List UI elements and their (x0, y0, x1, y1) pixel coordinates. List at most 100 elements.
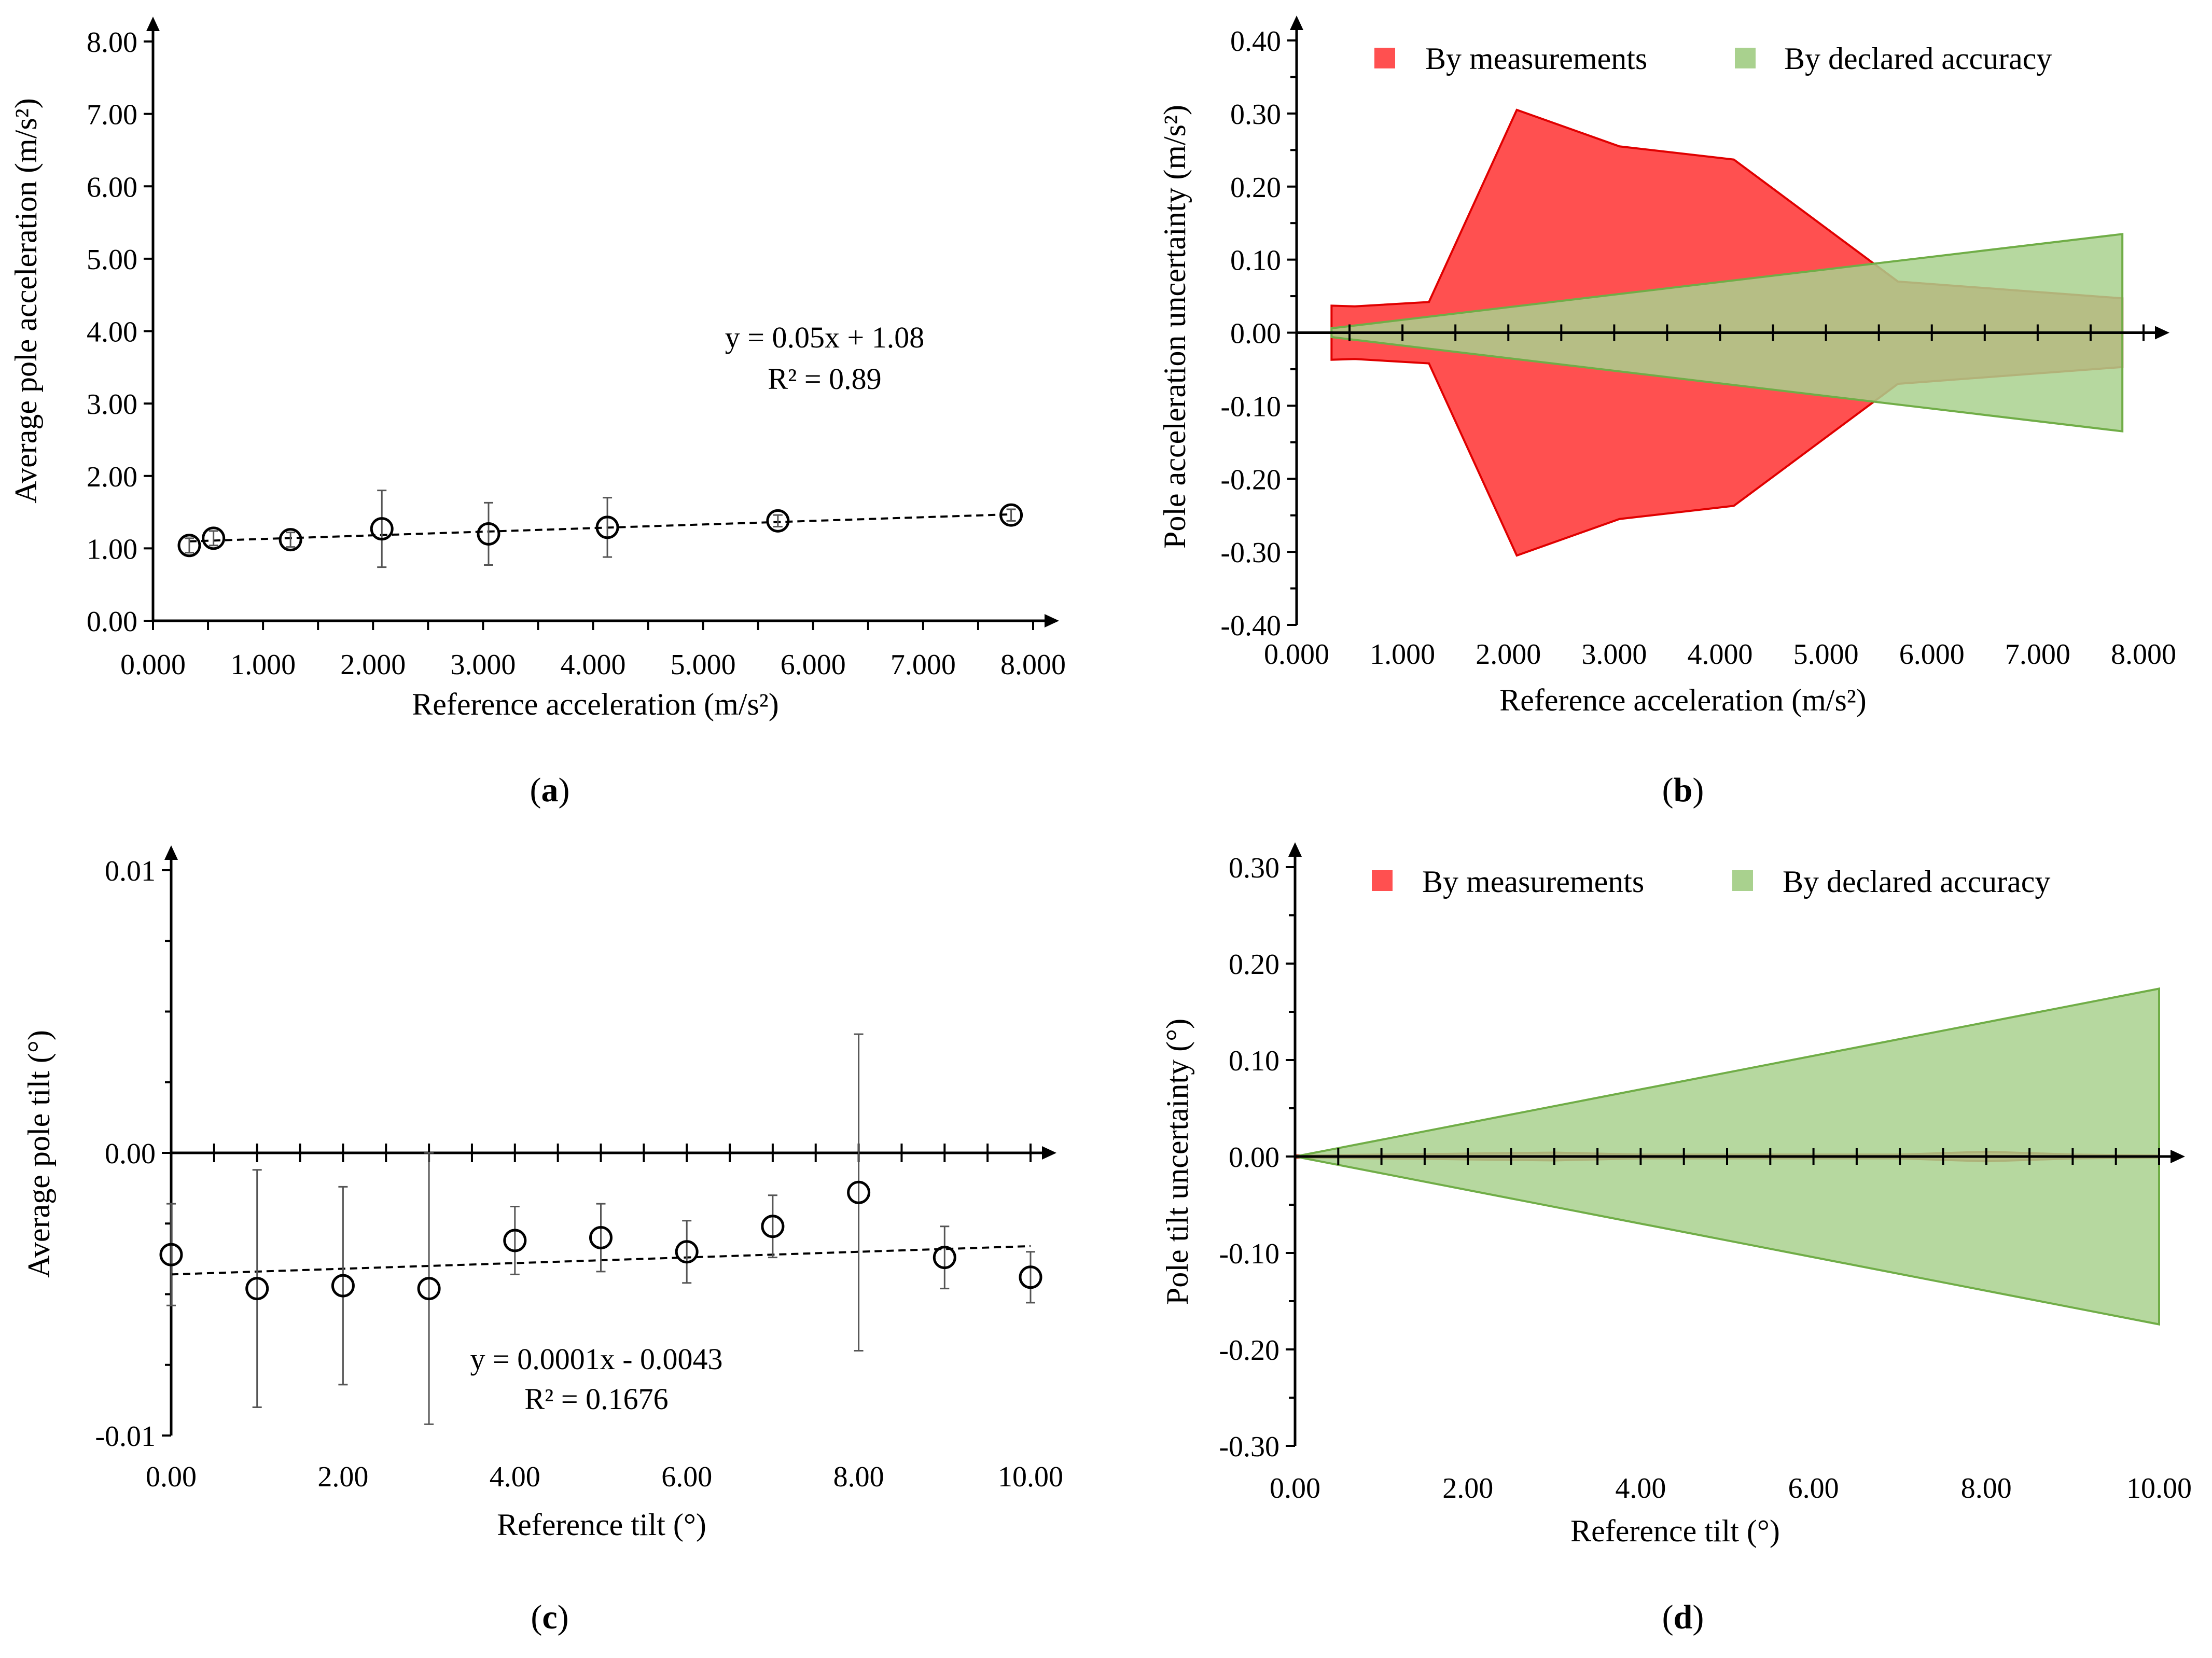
panel-d-legend-measured: By measurements (1422, 865, 1644, 899)
panel-a-equation: y = 0.05x + 1.08 (725, 321, 924, 354)
panel-b-y-tick-label: -0.40 (1220, 610, 1281, 642)
panel-a-y-tick-label: 1.00 (87, 533, 137, 565)
panel-c-x-tick-label: 0.00 (146, 1461, 197, 1493)
panel-c-data-point (761, 1215, 785, 1238)
panel-a-data-point (202, 526, 226, 550)
panel-a-data-point (766, 509, 790, 533)
panel-a-data-point (477, 522, 500, 546)
panel-a-y-tick-label: 7.00 (87, 99, 137, 131)
panel-a-y-tick-label: 0.00 (87, 606, 137, 638)
panel-b-y-tick-label: -0.10 (1220, 391, 1281, 423)
panel-b-y-tick-label: 0.40 (1230, 25, 1281, 58)
panel-a-data-point (177, 534, 201, 558)
panel-a-data-point (595, 515, 619, 539)
panel-a-data-point (999, 503, 1023, 527)
panel-c-data-point (933, 1246, 956, 1270)
panel-a-x-axis-arrow (1045, 614, 1059, 628)
panel-c-label: (c) (531, 1598, 568, 1636)
panel-c-data-point (331, 1274, 355, 1298)
panel-d-y-tick-label: -0.20 (1219, 1334, 1279, 1367)
panel-d-y-tick-label: 0.30 (1229, 852, 1279, 884)
panel-c-data-point (847, 1180, 871, 1204)
panel-a-xlabel: Reference acceleration (m/s²) (412, 687, 779, 721)
panel-b-x-tick-label: 0.000 (1264, 638, 1329, 671)
panel-b-xlabel: Reference acceleration (m/s²) (1499, 683, 1867, 717)
panel-d: Pole tilt uncertainty (°) Reference tilt… (1160, 842, 2192, 1636)
panel-d-x-tick-label: 2.00 (1442, 1472, 1493, 1504)
panel-b-y-axis-arrow (1290, 16, 1303, 30)
panel-b-x-tick-label: 1.000 (1370, 638, 1435, 671)
panel-c-y-tick-label: 0.00 (105, 1138, 156, 1170)
panel-b-y-tick-label: 0.30 (1230, 99, 1281, 131)
panel-b-y-tick-label: -0.20 (1220, 464, 1281, 496)
panel-d-y-tick-label: 0.20 (1229, 949, 1279, 981)
panel-b-y-tick-label: -0.30 (1220, 537, 1281, 569)
panel-a: Average pole acceleration (m/s²) Referen… (9, 17, 1066, 809)
panel-a-y-tick-label: 6.00 (87, 171, 137, 203)
panel-a-x-tick-label: 4.000 (561, 649, 626, 681)
panel-d-x-tick-label: 10.00 (2126, 1472, 2192, 1504)
panel-c-y-tick-label: -0.01 (95, 1420, 156, 1453)
panel-d-label: (d) (1662, 1598, 1704, 1636)
panel-d-y-tick-label: 0.10 (1229, 1045, 1279, 1077)
panel-a-trendline (189, 513, 1011, 542)
panel-d-x-tick-label: 8.00 (1961, 1472, 2012, 1504)
panel-b-y-tick-label: 0.20 (1230, 172, 1281, 204)
panel-b-x-tick-label: 6.000 (1899, 638, 1965, 671)
panel-a-label: (a) (530, 771, 570, 809)
panel-d-x-tick-label: 6.00 (1788, 1472, 1839, 1504)
panel-a-x-tick-label: 1.000 (230, 649, 296, 681)
panel-b-x-tick-label: 7.000 (2005, 638, 2070, 671)
panel-b: Pole acceleration uncertainty (m/s²) Ref… (1158, 16, 2176, 809)
panel-d-y-tick-label: -0.30 (1219, 1431, 1279, 1463)
panel-d-legend-declared: By declared accuracy (1783, 865, 2050, 899)
panel-b-x-tick-label: 5.000 (1793, 638, 1859, 671)
panel-c-data-point (503, 1229, 527, 1252)
panel-a-y-tick-label: 8.00 (87, 26, 137, 59)
panel-d-x-tick-label: 4.00 (1615, 1472, 1666, 1504)
panel-c-data-point (1019, 1265, 1042, 1289)
panel-c-x-tick-label: 10.00 (998, 1461, 1063, 1493)
panel-a-y-axis-arrow (146, 17, 160, 31)
panel-d-ylabel: Pole tilt uncertainty (°) (1160, 1019, 1194, 1305)
panel-c-data-point (589, 1226, 613, 1249)
panel-c-data-point (245, 1277, 269, 1301)
panel-d-legend-swatch-declared (1732, 870, 1753, 891)
panel-c-x-tick-label: 8.00 (833, 1461, 884, 1493)
panel-c-data-point (675, 1240, 699, 1264)
panel-b-x-tick-label: 8.000 (2111, 638, 2176, 671)
panel-b-x-tick-label: 4.000 (1688, 638, 1753, 671)
panel-a-x-tick-label: 2.000 (340, 649, 406, 681)
panel-b-ylabel: Pole acceleration uncertainty (m/s²) (1158, 105, 1192, 549)
panel-c-ylabel: Average pole tilt (°) (22, 1030, 56, 1278)
panel-d-x-axis-arrow (2171, 1150, 2185, 1163)
panel-b-x-tick-label: 2.000 (1476, 638, 1541, 671)
panel-c-r-squared: R² = 0.1676 (524, 1382, 668, 1416)
panel-c-y-tick-label: 0.01 (105, 855, 156, 887)
panel-a-x-tick-label: 6.000 (781, 649, 846, 681)
panel-c-x-tick-label: 6.00 (661, 1461, 712, 1493)
panel-d-y-tick-label: 0.00 (1229, 1141, 1279, 1174)
panel-d-x-tick-label: 0.00 (1270, 1472, 1320, 1504)
panel-c-x-axis-arrow (1042, 1146, 1056, 1160)
panel-a-y-tick-label: 4.00 (87, 316, 137, 349)
panel-a-y-tick-label: 3.00 (87, 388, 137, 421)
panel-a-x-tick-label: 8.000 (1000, 649, 1066, 681)
panel-c-y-axis-arrow (164, 845, 178, 860)
panel-c-xlabel: Reference tilt (°) (497, 1508, 706, 1542)
panel-d-xlabel: Reference tilt (°) (1570, 1514, 1780, 1548)
panel-b-legend-swatch-measured (1374, 48, 1395, 68)
panel-c-equation: y = 0.0001x - 0.0043 (470, 1342, 722, 1376)
panel-d-y-axis-arrow (1288, 842, 1302, 857)
panel-c: Average pole tilt (°) Reference tilt (°)… (22, 845, 1063, 1636)
panel-b-legend-declared: By declared accuracy (1784, 41, 2052, 76)
panel-a-x-tick-label: 0.000 (120, 649, 186, 681)
panel-b-x-axis-arrow (2155, 326, 2169, 340)
panel-a-x-tick-label: 7.000 (891, 649, 956, 681)
panel-a-x-tick-label: 3.000 (450, 649, 516, 681)
panel-b-label: (b) (1662, 771, 1704, 809)
panel-d-legend-swatch-measured (1372, 870, 1393, 891)
panel-b-y-tick-label: 0.10 (1230, 245, 1281, 277)
panel-a-y-tick-label: 5.00 (87, 244, 137, 276)
